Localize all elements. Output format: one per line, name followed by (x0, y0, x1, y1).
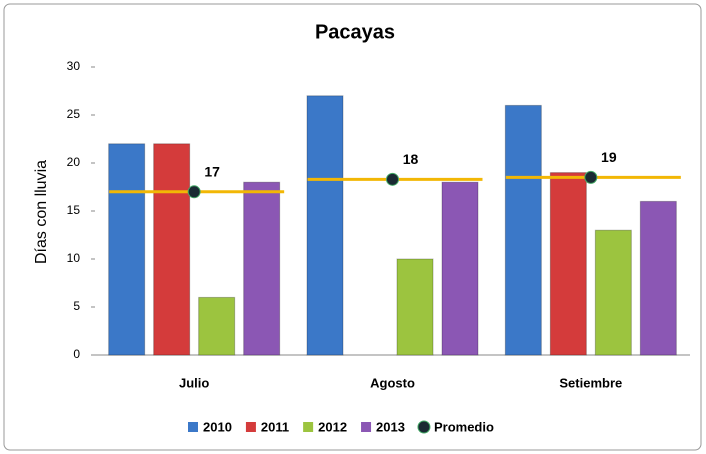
legend-label: 2011 (261, 419, 289, 434)
y-tick-label: 5 (73, 299, 80, 313)
legend-swatch (245, 422, 256, 432)
legend-swatch (361, 422, 372, 432)
bar (153, 143, 191, 356)
chart-title: Pacayas (315, 21, 395, 43)
average-point (386, 172, 399, 186)
legend-swatch (303, 422, 314, 432)
y-tick-label: 0 (73, 347, 80, 361)
bar (504, 104, 542, 356)
y-tick-label: 20 (67, 155, 81, 169)
x-tick-label: Setiembre (559, 375, 622, 390)
legend-label: 2010 (203, 419, 232, 434)
bar (243, 181, 281, 356)
x-tick-label: Agosto (370, 375, 415, 390)
legend-swatch (417, 420, 431, 434)
data-label: 19 (601, 149, 617, 165)
legend-label: 2013 (376, 419, 405, 434)
y-tick-label: 30 (67, 59, 81, 73)
y-tick-label: 15 (67, 203, 81, 217)
bar (549, 172, 587, 356)
data-label: 17 (204, 164, 220, 180)
bar (108, 143, 146, 356)
legend-label: 2012 (318, 419, 347, 434)
y-tick-label: 25 (67, 107, 81, 121)
average-point (584, 170, 598, 184)
legend-label: Promedio (434, 419, 494, 434)
x-tick-label: Julio (179, 375, 209, 390)
average-point (187, 185, 201, 199)
bar (594, 229, 632, 356)
bar (306, 95, 344, 356)
y-axis-label: Días con lluvia (33, 160, 50, 264)
bar (639, 200, 677, 356)
data-label: 18 (403, 151, 419, 167)
legend-swatch (188, 422, 198, 432)
bar (441, 181, 479, 356)
bar (396, 258, 434, 356)
bar (198, 296, 236, 356)
y-tick-label: 10 (67, 251, 81, 265)
